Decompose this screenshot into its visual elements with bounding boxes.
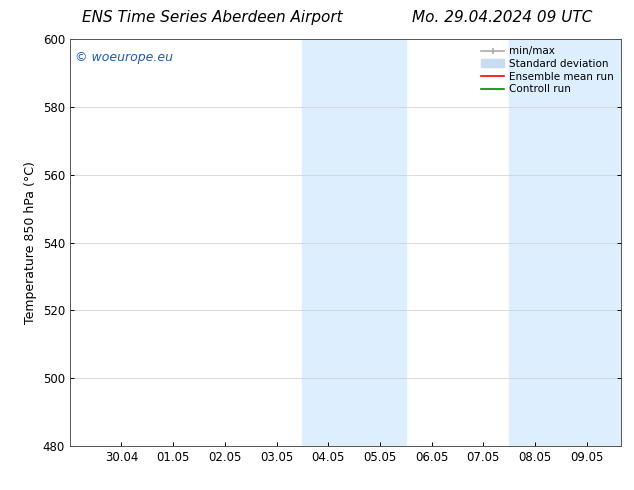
Y-axis label: Temperature 850 hPa (°C): Temperature 850 hPa (°C) — [24, 161, 37, 324]
Text: ENS Time Series Aberdeen Airport: ENS Time Series Aberdeen Airport — [82, 10, 343, 24]
Bar — [509, 39, 621, 446]
Text: © woeurope.eu: © woeurope.eu — [75, 51, 173, 64]
Legend: min/max, Standard deviation, Ensemble mean run, Controll run: min/max, Standard deviation, Ensemble me… — [479, 45, 616, 97]
Text: Mo. 29.04.2024 09 UTC: Mo. 29.04.2024 09 UTC — [412, 10, 593, 24]
Bar — [302, 39, 406, 446]
